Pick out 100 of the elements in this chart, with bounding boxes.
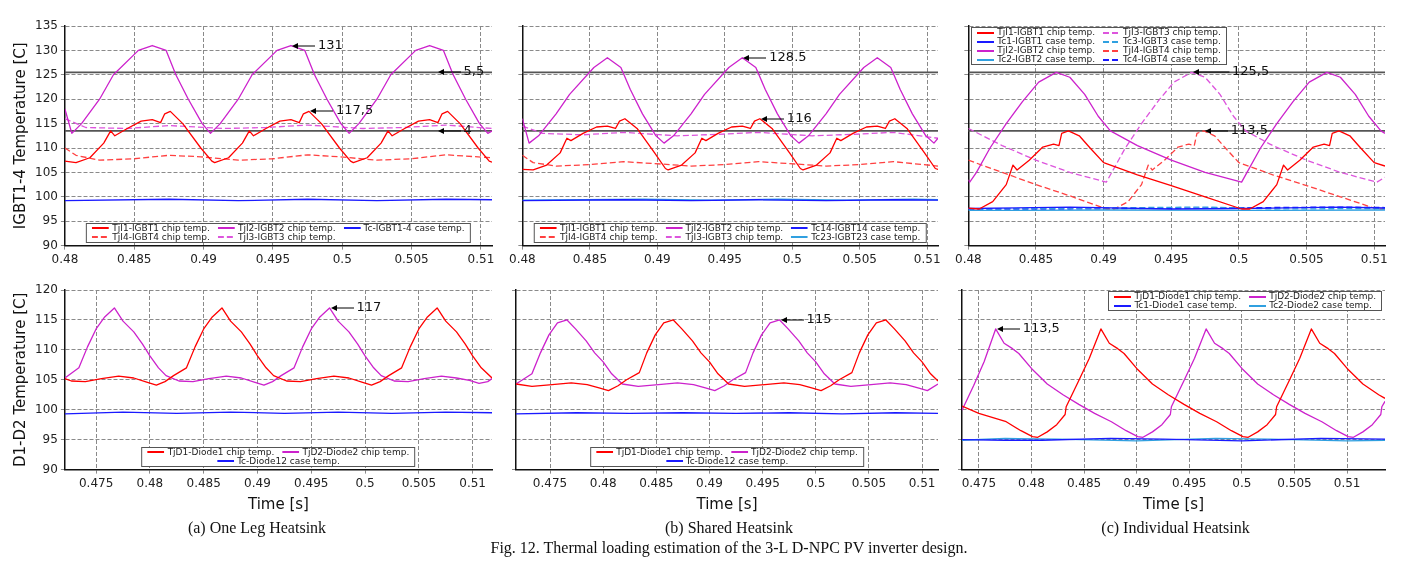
x-tick-label: 0.51: [1360, 251, 1388, 266]
x-tick-label: 0.495: [294, 475, 329, 490]
x-tick-label: 0.505: [842, 251, 877, 266]
y-tick-label: 115: [35, 115, 58, 130]
x-tick-label: 0.505: [851, 475, 887, 490]
x-tick-label: 0.475: [532, 475, 568, 490]
annotation: 128.5: [769, 48, 807, 65]
legend-label: TjD1-Diode1 chip temp.: [167, 446, 275, 457]
y-tick-label: 130: [35, 42, 58, 57]
text: (c) Individual Heatsink: [1101, 518, 1250, 538]
x-tick-label: 0.485: [1066, 475, 1102, 490]
legend-label: Tc14-IGBT14 case temp.: [811, 222, 921, 233]
caption: Fig. 12. Thermal loading estimation of the 3-L D-NPC PV inverter design.: [490, 538, 968, 558]
legend-label: Tc1-IGBT1 case temp.: [997, 36, 1096, 46]
legend-label: Tc1-Diode1 case temp.: [1134, 300, 1237, 310]
annotation: 116: [786, 109, 812, 126]
x-tick-label: 0.505: [1277, 475, 1312, 490]
y-tick-label: 105: [35, 371, 58, 386]
y-tick-label: 115: [35, 312, 58, 327]
legend-label: TjI3-IGBT3 chip temp.: [1123, 27, 1221, 37]
x-tick-label: 0.495: [707, 251, 742, 266]
x-tick-label: 0.475: [78, 475, 114, 490]
y-tick-label: 95: [42, 213, 58, 228]
y-axis-title: IGBT1-4 Temperature [C]: [10, 42, 29, 230]
x-tick-label: 0.505: [394, 251, 429, 266]
annotation: 113,5: [1022, 319, 1060, 336]
y-tick-label: 125: [35, 66, 58, 81]
y-axis-title: D1-D2 Temperature [C]: [10, 292, 29, 467]
y-tick-label: 90: [42, 237, 58, 252]
x-tick-label: 0.5: [1229, 251, 1249, 266]
legend-label: TjD1-Diode1 chip temp.: [1134, 291, 1242, 301]
x-axis-title: Time [s]: [1142, 494, 1204, 513]
legend-label: TjI2-IGBT2 chip temp.: [685, 222, 784, 233]
x-tick-label: 0.51: [459, 475, 486, 490]
x-tick-label: 0.5: [332, 251, 352, 266]
x-tick-label: 0.505: [1289, 251, 1324, 266]
y-tick-label: 100: [35, 401, 58, 416]
text: (a) One Leg Heatsink: [187, 518, 327, 538]
legend-label: TjD2-Diode2 chip temp.: [302, 446, 410, 457]
legend-label: Tc2-IGBT2 case temp.: [997, 54, 1096, 64]
text: (b) Shared Heatsink: [665, 518, 793, 538]
legend-label: TjD2-Diode2 chip temp.: [1269, 291, 1376, 301]
x-tick-label: 0.49: [244, 475, 271, 490]
legend-label: TjI2-IGBT2 chip temp.: [237, 222, 336, 233]
y-tick-label: 105: [35, 164, 58, 179]
x-tick-label: 0.485: [572, 251, 608, 266]
x-tick-label: 0.51: [467, 251, 495, 266]
legend-label: TjD1-Diode1 chip temp.: [616, 446, 723, 457]
x-tick-label: 0.48: [51, 251, 79, 266]
x-tick-label: 0.49: [190, 251, 217, 266]
legend-label: Tc3-IGBT3 case temp.: [1123, 36, 1221, 46]
y-tick-label: 100: [35, 188, 58, 203]
legend-label: TjI4-IGBT4 chip temp.: [1123, 45, 1221, 55]
x-tick-label: 0.5: [806, 475, 826, 490]
x-tick-label: 0.51: [913, 251, 941, 266]
x-tick-label: 0.49: [1123, 475, 1151, 490]
x-tick-label: 0.475: [961, 475, 997, 490]
x-tick-label: 0.495: [255, 251, 291, 266]
x-tick-label: 0.51: [908, 475, 936, 490]
annotation: 117: [356, 298, 382, 315]
x-tick-label: 0.48: [509, 251, 536, 266]
x-tick-label: 0.48: [955, 251, 982, 266]
legend-label: Tc23-IGBT23 case temp.: [811, 231, 921, 242]
y-tick-label: 135: [35, 18, 58, 33]
x-tick-label: 0.49: [696, 475, 723, 490]
y-tick-label: 120: [35, 282, 58, 297]
x-tick-label: 0.495: [1172, 475, 1207, 490]
legend-label: TjI2-IGBT2 chip temp.: [997, 45, 1096, 55]
x-tick-label: 0.5: [782, 251, 802, 266]
legend-label: Tc2-Diode2 case temp.: [1269, 300, 1372, 310]
annotation: 131: [317, 36, 343, 53]
x-tick-label: 0.49: [1090, 251, 1117, 266]
legend-label: TjI1-IGBT1 chip temp.: [112, 222, 210, 233]
y-tick-label: 110: [35, 341, 58, 356]
x-tick-label: 0.48: [136, 475, 164, 490]
x-tick-label: 0.48: [589, 475, 617, 490]
x-tick-label: 0.485: [1018, 251, 1054, 266]
x-tick-label: 0.495: [1154, 251, 1189, 266]
x-tick-label: 0.48: [1018, 475, 1045, 490]
x-tick-label: 0.485: [186, 475, 221, 490]
x-tick-label: 0.485: [117, 251, 152, 266]
x-tick-label: 0.51: [1333, 475, 1361, 490]
x-tick-label: 0.5: [1232, 475, 1252, 490]
y-tick-label: 95: [42, 431, 58, 446]
legend-label: TjI1-IGBT1 chip temp.: [559, 222, 658, 233]
x-axis-title: Time [s]: [246, 494, 309, 513]
x-tick-label: 0.485: [639, 475, 674, 490]
y-tick-label: 120: [35, 91, 58, 106]
y-tick-label: 90: [42, 461, 58, 476]
x-tick-label: 0.505: [401, 475, 437, 490]
legend-label: TjI1-IGBT1 chip temp.: [997, 27, 1096, 37]
x-tick-label: 0.495: [745, 475, 780, 490]
y-tick-label: 110: [35, 140, 58, 155]
annotation: 115: [806, 310, 832, 327]
legend-label: Tc4-IGBT4 case temp.: [1123, 54, 1221, 64]
x-tick-label: 0.5: [355, 475, 375, 490]
legend-label: TjD2-Diode2 chip temp.: [751, 446, 858, 457]
legend-label: Tc-IGBT1-4 case temp.: [363, 222, 465, 233]
x-axis-title: Time [s]: [695, 494, 758, 513]
x-tick-label: 0.49: [643, 251, 671, 266]
